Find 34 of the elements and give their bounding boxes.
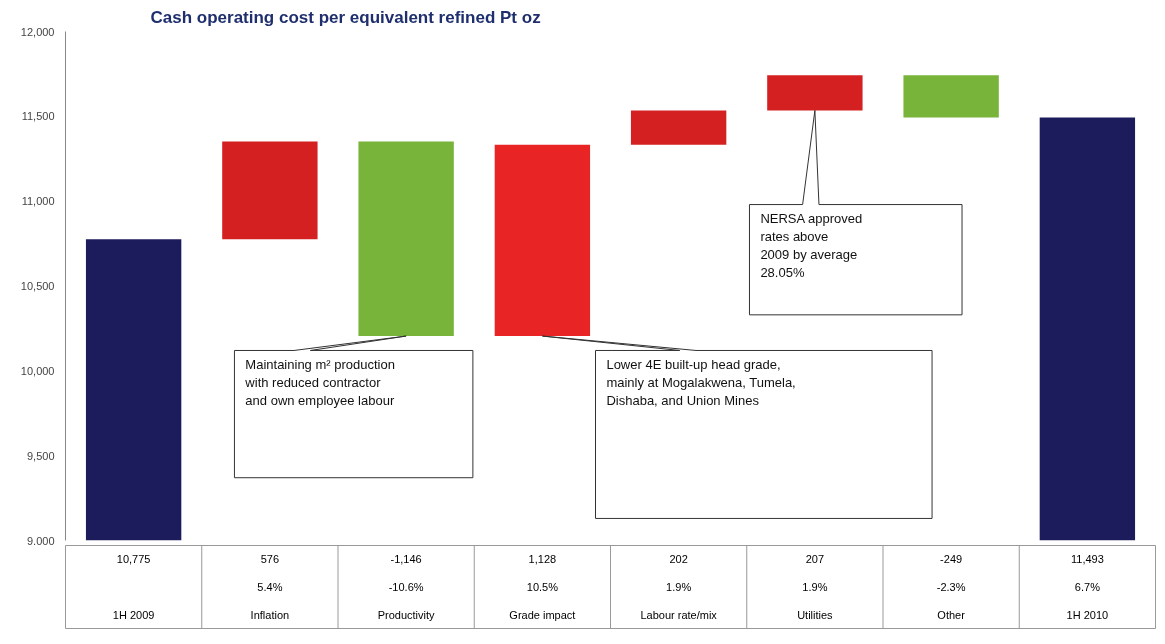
x-tick-label: Productivity	[377, 608, 436, 621]
x-tick-label: Inflation	[250, 608, 290, 621]
x-tick-label: 1H 2009	[112, 608, 155, 621]
annotation: Maintaining m² production with reduced contractor and own employee labour	[244, 357, 395, 409]
text: -10.6%	[388, 581, 424, 593]
y-tick-label: 9,000	[26, 534, 55, 547]
chart-title: Cash operating cost per equivalent refined Pt oz	[150, 7, 541, 27]
y-tick-label: 12,000	[20, 25, 55, 38]
text: 1.9%	[802, 581, 828, 593]
text: 10.5%	[526, 581, 559, 593]
annotation: Lower 4E built-up head grade, mainly at Mogalakwena, Tumela, Dishaba, and Union Mines	[606, 357, 796, 409]
data-label: 1,128	[528, 553, 557, 566]
y-tick-label: 10,000	[20, 364, 55, 377]
data-label: 11,493	[1070, 553, 1104, 566]
x-tick-label: Other	[937, 608, 966, 621]
x-tick-label: Labour rate/mix	[640, 608, 718, 621]
y-tick-label: 11,500	[21, 110, 55, 123]
x-tick-label: Utilities	[797, 608, 834, 621]
text: -2.3%	[936, 581, 966, 593]
data-label: -1,146	[390, 553, 422, 566]
data-label: 576	[260, 553, 280, 566]
text: 6.7%	[1074, 581, 1101, 593]
data-label: 10,775	[116, 553, 151, 566]
x-tick-label: 1H 2010	[1066, 608, 1109, 621]
y-tick-label: 11,000	[21, 195, 55, 208]
annotation: NERSA approved rates above 2009 by average 28.05%	[760, 211, 863, 281]
x-tick-label: Grade impact	[509, 608, 576, 621]
text: 1.9%	[666, 581, 692, 593]
text: 5.4%	[257, 581, 283, 593]
y-tick-label: 9,500	[26, 449, 55, 462]
data-label: 207	[805, 553, 825, 566]
data-label: -249	[940, 553, 963, 566]
y-tick-label: 10,500	[20, 280, 55, 292]
data-label: 202	[669, 553, 688, 566]
